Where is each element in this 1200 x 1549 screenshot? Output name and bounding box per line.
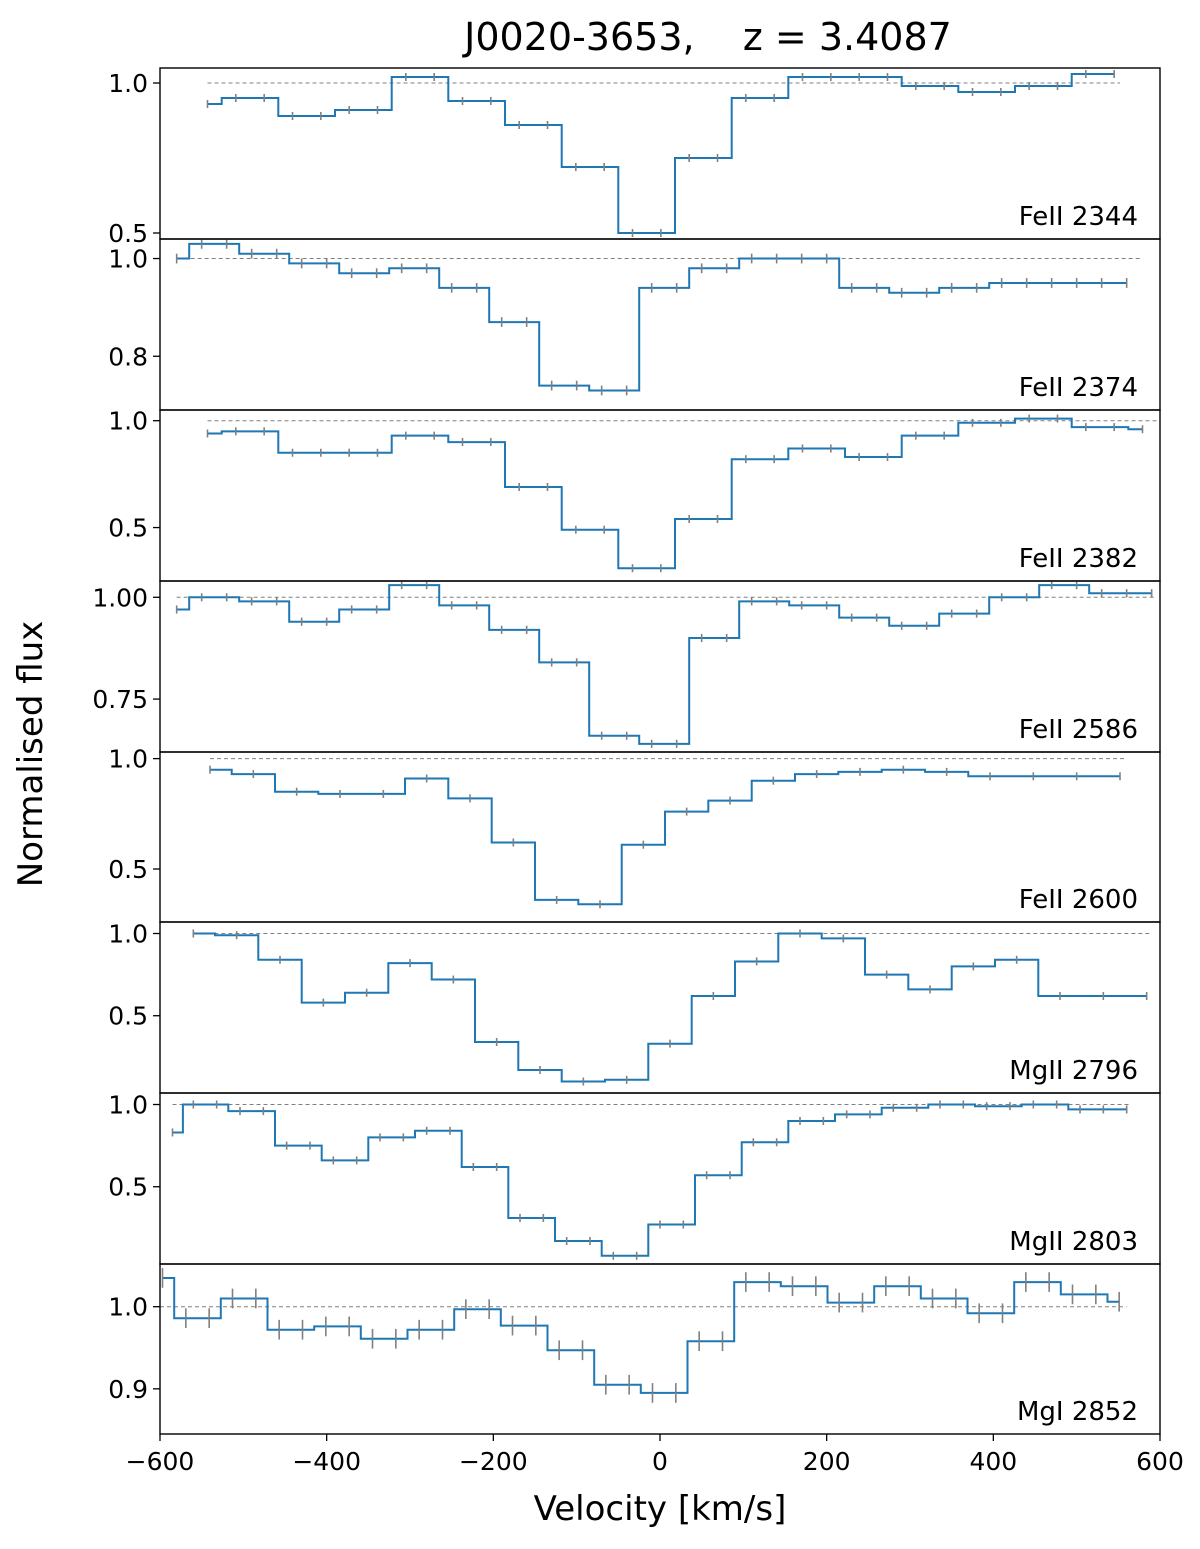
plot-area: [171, 1100, 1131, 1260]
x-tick-label: 600: [1136, 1447, 1184, 1476]
y-tick-label: 1.0: [108, 745, 148, 774]
panel-5: 0.5 1.0 MgII 2796: [108, 920, 1161, 1094]
ion-label: FeII 2344: [1019, 202, 1138, 232]
panel-frame: [159, 67, 1161, 240]
plot-area: [206, 70, 1120, 237]
y-tick-label: 1.0: [108, 69, 148, 98]
x-tick-label: −200: [459, 1447, 528, 1476]
y-tick-label: 0.5: [108, 1002, 148, 1031]
plot-area: [206, 414, 1160, 573]
flux-step-line: [162, 1277, 1120, 1394]
panel-frame: [159, 1263, 1161, 1435]
y-tick-label: 0.75: [92, 685, 148, 714]
plot-area: [192, 929, 1152, 1086]
y-tick-label: 1.0: [108, 920, 148, 949]
ion-label: MgII 2796: [1009, 1056, 1138, 1086]
y-tick-label: 0.5: [108, 1173, 148, 1202]
flux-step-line: [210, 768, 1120, 906]
panel-frame: [159, 409, 1161, 582]
y-tick-label: 0.5: [108, 855, 148, 884]
panel-frame: [159, 751, 1161, 923]
plot-area: [175, 581, 1156, 748]
plot-area: [209, 758, 1127, 909]
x-tick-label: −400: [292, 1447, 361, 1476]
flux-step-line: [176, 584, 1152, 745]
y-tick-label: 1.0: [108, 1091, 148, 1120]
x-tick-label: 200: [803, 1447, 851, 1476]
y-tick-label: 1.00: [92, 583, 148, 612]
panel-frame: [159, 580, 1161, 753]
x-tick-label: −600: [126, 1447, 195, 1476]
panel-4: 0.5 1.0 FeII 2600: [108, 745, 1161, 923]
panel-7: 0.9 1.0 MgI 2852: [108, 1263, 1161, 1441]
flux-step-line: [207, 73, 1115, 234]
y-tick-label: 1.0: [108, 1293, 148, 1322]
panel-frame: [159, 238, 1161, 411]
x-axis-label: Velocity [km/s]: [534, 1489, 787, 1529]
ion-label: FeII 2374: [1019, 373, 1138, 403]
y-tick-label: 1.0: [108, 407, 148, 436]
x-tick-label: 400: [969, 1447, 1017, 1476]
y-tick-label: 0.5: [108, 219, 148, 248]
ion-label: MgII 2803: [1009, 1227, 1138, 1257]
y-tick-label: 0.5: [108, 514, 148, 543]
flux-step-line: [176, 242, 1127, 392]
panel-1: 0.8 1.0 FeII 2374: [108, 238, 1161, 411]
panel-0: 0.5 1.0 FeII 2344: [108, 67, 1161, 248]
ion-label: MgI 2852: [1017, 1397, 1138, 1427]
y-tick-label: 0.8: [108, 342, 148, 371]
plot-area: [175, 239, 1140, 396]
y-tick-label: 1.0: [108, 245, 148, 274]
flux-step-line: [172, 1103, 1127, 1257]
ion-label: FeII 2600: [1019, 885, 1138, 915]
x-tick-label: 0: [652, 1447, 668, 1476]
panel-3: 0.75 1.00 FeII 2586: [92, 580, 1161, 753]
panel-6: 0.5 1.0 MgII 2803: [108, 1091, 1161, 1265]
y-axis-label: Normalised flux: [11, 621, 51, 888]
panel-2: 0.5 1.0 FeII 2382: [108, 407, 1161, 582]
plot-area: [160, 1268, 1127, 1403]
flux-step-line: [193, 932, 1147, 1083]
y-tick-label: 0.9: [108, 1375, 148, 1404]
ion-label: FeII 2382: [1019, 544, 1138, 574]
flux-step-line: [207, 417, 1143, 570]
ion-label: FeII 2586: [1019, 715, 1138, 745]
chart-title: J0020-3653, z = 3.4087: [462, 15, 952, 59]
